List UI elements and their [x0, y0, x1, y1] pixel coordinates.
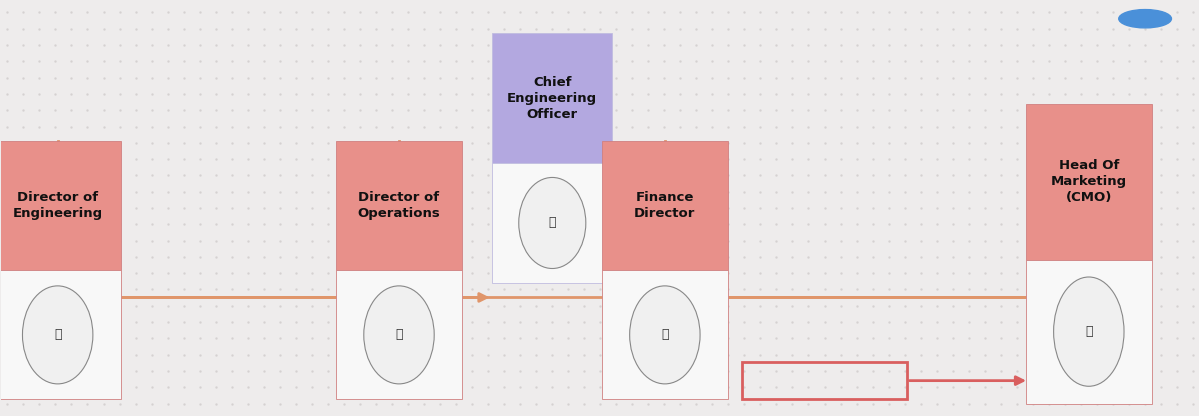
- Ellipse shape: [363, 286, 434, 384]
- Ellipse shape: [23, 286, 92, 384]
- Text: 👤: 👤: [548, 216, 556, 230]
- Ellipse shape: [1054, 277, 1123, 386]
- Text: Chief
Engineering
Officer: Chief Engineering Officer: [507, 76, 597, 121]
- Ellipse shape: [629, 286, 700, 384]
- Ellipse shape: [519, 178, 586, 268]
- Text: Head Of
Marketing
(CMO): Head Of Marketing (CMO): [1050, 159, 1127, 204]
- FancyBboxPatch shape: [493, 33, 613, 163]
- Text: Director of
Engineering: Director of Engineering: [13, 191, 103, 220]
- Circle shape: [1119, 10, 1171, 28]
- FancyBboxPatch shape: [602, 270, 728, 399]
- FancyBboxPatch shape: [336, 270, 462, 399]
- FancyBboxPatch shape: [493, 163, 613, 283]
- FancyBboxPatch shape: [336, 141, 462, 270]
- Text: Finance
Director: Finance Director: [634, 191, 695, 220]
- Text: Director of
Operations: Director of Operations: [357, 191, 440, 220]
- Text: 👤: 👤: [1085, 325, 1092, 338]
- Text: 👤: 👤: [54, 328, 61, 342]
- Text: 👤: 👤: [661, 328, 669, 342]
- FancyBboxPatch shape: [0, 270, 121, 399]
- FancyBboxPatch shape: [0, 141, 121, 270]
- Text: 👤: 👤: [396, 328, 403, 342]
- FancyBboxPatch shape: [602, 141, 728, 270]
- FancyBboxPatch shape: [1026, 104, 1152, 260]
- FancyBboxPatch shape: [1026, 260, 1152, 404]
